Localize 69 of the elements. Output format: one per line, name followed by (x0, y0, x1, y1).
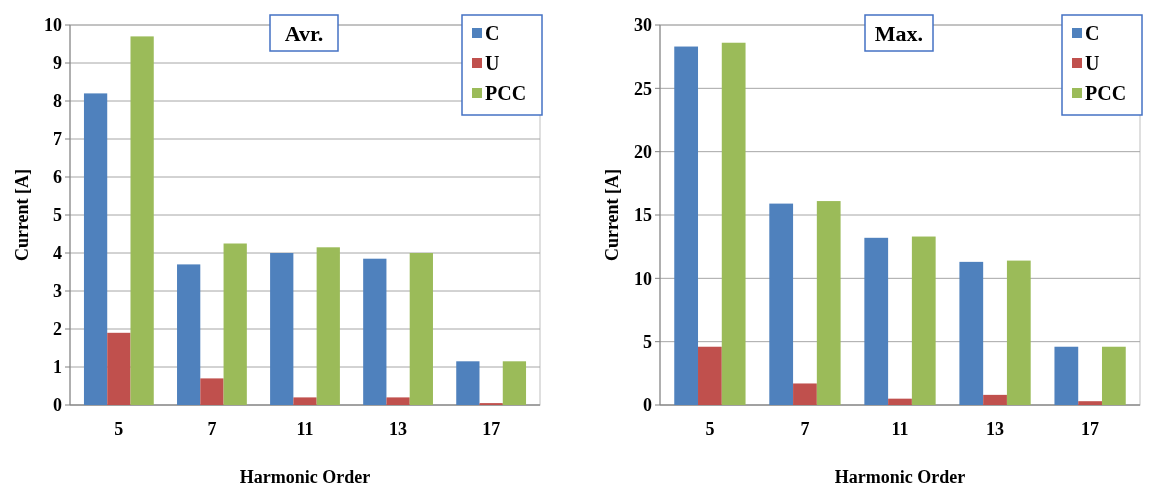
y-tick-label: 9 (53, 53, 62, 74)
legend-label: U (485, 52, 500, 74)
chart-title: Avr. (284, 20, 324, 46)
bar (293, 397, 317, 405)
x-tick-label: 5 (705, 419, 715, 439)
bar (793, 383, 817, 405)
chart-title: Max. (874, 20, 924, 46)
y-tick-label: 7 (53, 129, 62, 150)
bar (270, 253, 294, 405)
y-tick-label: 4 (53, 243, 62, 264)
x-tick-label: 5 (114, 419, 124, 439)
bar (769, 203, 794, 405)
legend-label: C (1085, 22, 1100, 44)
x-tick-label: 17 (1081, 419, 1100, 439)
y-tick-label: 5 (53, 205, 62, 226)
x-axis-title: Harmonic Order (239, 467, 371, 487)
bar (721, 42, 746, 405)
legend-label: PCC (1085, 82, 1127, 104)
bar (911, 236, 936, 405)
x-tick-label: 17 (482, 419, 501, 439)
bar (1101, 346, 1126, 405)
bar (409, 253, 433, 405)
x-tick-label: 7 (800, 419, 810, 439)
x-tick-label: 13 (986, 419, 1005, 439)
bar (177, 264, 201, 405)
x-tick-label: 11 (296, 419, 314, 439)
bar (864, 237, 889, 405)
y-tick-label: 5 (643, 331, 652, 352)
bar (959, 261, 984, 405)
bar (1006, 260, 1031, 405)
bar (200, 378, 224, 405)
legend-label: U (1085, 52, 1100, 74)
y-tick-label: 2 (53, 319, 62, 340)
y-tick-label: 10 (634, 268, 652, 289)
y-axis-title: Current [A] (12, 168, 32, 262)
bar (888, 398, 912, 405)
bar (698, 346, 722, 405)
legend-label: C (485, 22, 500, 44)
bar (223, 243, 247, 405)
bar (316, 247, 340, 405)
bar (816, 201, 841, 405)
bar (1054, 346, 1079, 405)
x-axis-title: Harmonic Order (834, 467, 966, 487)
y-tick-label: 30 (634, 15, 652, 36)
bar (456, 361, 480, 405)
y-tick-label: 15 (634, 205, 652, 226)
y-tick-label: 10 (44, 15, 62, 36)
y-tick-label: 0 (53, 395, 62, 416)
x-tick-label: 11 (891, 419, 909, 439)
y-tick-label: 0 (643, 395, 652, 416)
legend-label: PCC (485, 82, 527, 104)
bar (502, 361, 527, 405)
bar (363, 258, 387, 405)
y-tick-label: 20 (634, 141, 652, 162)
bar (130, 36, 154, 405)
x-tick-label: 7 (207, 419, 217, 439)
bar (674, 46, 699, 405)
bar (386, 397, 410, 405)
y-tick-label: 25 (634, 78, 652, 99)
bar (1078, 401, 1102, 405)
y-axis-title: Current [A] (602, 168, 622, 262)
x-tick-label: 13 (389, 419, 408, 439)
y-tick-label: 3 (53, 281, 62, 302)
bar (983, 394, 1007, 405)
y-tick-label: 8 (53, 91, 62, 112)
bar (83, 93, 108, 405)
y-tick-label: 1 (53, 357, 62, 378)
bar (107, 332, 131, 405)
y-tick-label: 6 (53, 167, 62, 188)
